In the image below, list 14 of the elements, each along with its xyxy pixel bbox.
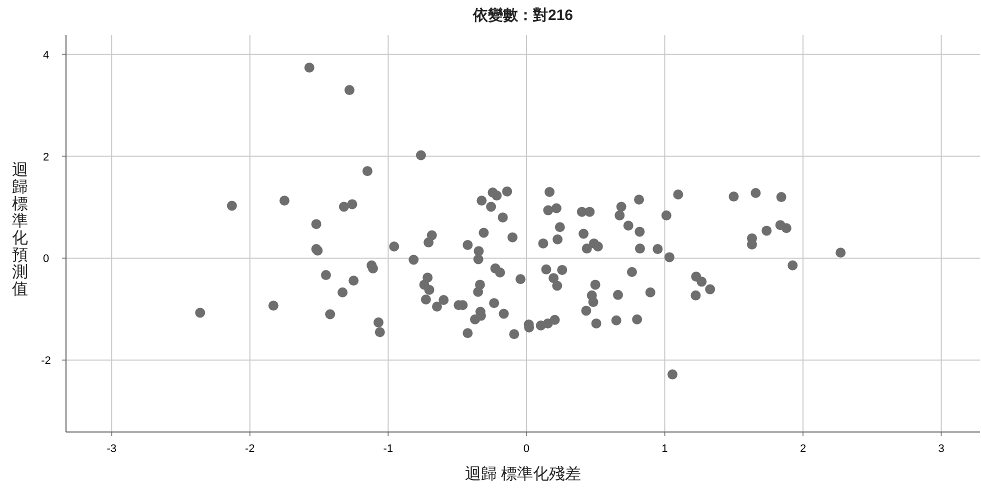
y-axis-title: 迴歸標準化預測值 bbox=[12, 161, 28, 298]
y-tick-label: 2 bbox=[42, 151, 50, 164]
x-tick-label: -1 bbox=[383, 443, 394, 455]
x-tick-label: 1 bbox=[662, 443, 668, 455]
x-tick-label: -3 bbox=[106, 443, 117, 455]
y-tick-label: 0 bbox=[42, 253, 50, 266]
x-tick-label: 0 bbox=[523, 443, 530, 455]
x-tick-label: -2 bbox=[245, 443, 255, 455]
y-tick-label: -2 bbox=[41, 355, 51, 368]
x-tick-label: 2 bbox=[800, 443, 806, 455]
x-axis-title: 迴歸 標準化殘差 bbox=[464, 465, 582, 483]
y-tick-label: 4 bbox=[42, 49, 50, 62]
x-tick-label: 3 bbox=[938, 443, 944, 455]
chart-title: 依變數：對216 bbox=[472, 7, 574, 24]
